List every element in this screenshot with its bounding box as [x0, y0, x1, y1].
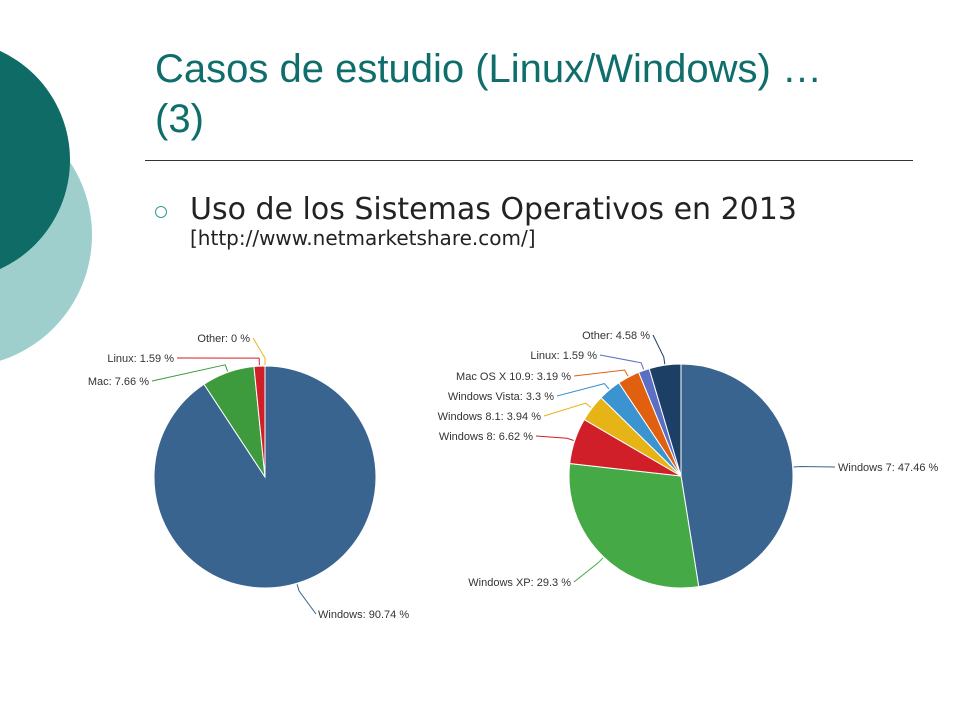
slice-label-windows-7: Windows 7: 47.46 %: [838, 462, 938, 474]
slice-label-other: Other: 4.58 %: [582, 330, 650, 342]
leader-line-windows-xp: [573, 557, 604, 583]
slice-label-windows-vista: Windows Vista: 3.3 %: [448, 391, 554, 403]
decorative-circles: [0, 50, 92, 361]
leader-line-windows-vista: [556, 383, 610, 397]
leader-line-windows: [296, 584, 317, 615]
slice-label-linux: Linux: 1.59 %: [530, 350, 597, 362]
title-divider: [145, 160, 913, 161]
slice-label-mac: Mac: 7.66 %: [88, 376, 149, 388]
ring-bullet-icon: [155, 206, 167, 218]
title-line-2: (3): [155, 97, 204, 141]
title-line-1: Casos de estudio (Linux/Windows) …: [155, 47, 822, 91]
leader-line-linux: [176, 357, 260, 366]
leader-line-linux: [599, 354, 645, 370]
slice-label-linux: Linux: 1.59 %: [107, 353, 174, 365]
leader-line-windows-8-1: [543, 402, 592, 417]
leader-line-other: [252, 337, 266, 365]
leader-line-windows-8: [535, 435, 574, 441]
pie-slice-other: [648, 363, 682, 477]
leader-line-windows-7: [793, 465, 836, 468]
source-citation: [http://www.netmarketshare.com/]: [190, 226, 536, 250]
dark-teal-circle: [0, 50, 70, 270]
leader-line-other: [652, 334, 666, 365]
slice-label-mac-os-x-10-9: Mac OS X 10.9: 3.19 %: [456, 371, 571, 383]
bullet-text: Uso de los Sistemas Operativos en 2013: [190, 192, 797, 227]
slice-label-windows-8: Windows 8: 6.62 %: [439, 431, 533, 443]
pie-slice-windows-xp: [568, 462, 700, 589]
os-share-pie-chart: Windows: 90.74 % Mac: 7.66 % Linux: 1.59 %…: [88, 333, 409, 621]
leader-line-mac-os-x-10-9: [573, 369, 629, 377]
slice-label-other: Other: 0 %: [197, 333, 250, 345]
pie-slice-windows-7: [680, 363, 794, 588]
os-version-share-pie-chart: Windows 7: 47.46 % Windows XP: 29.3 % Wind…: [438, 330, 939, 589]
slice-label-windows-8-1: Windows 8.1: 3.94 %: [438, 411, 542, 423]
slice-label-windows: Windows: 90.74 %: [318, 609, 409, 621]
pie-slice-linux: [253, 365, 266, 478]
slide-title: Casos de estudio (Linux/Windows) … (3): [155, 44, 915, 144]
slice-label-windows-xp: Windows XP: 29.3 %: [468, 577, 571, 589]
leader-line-mac: [151, 364, 229, 382]
